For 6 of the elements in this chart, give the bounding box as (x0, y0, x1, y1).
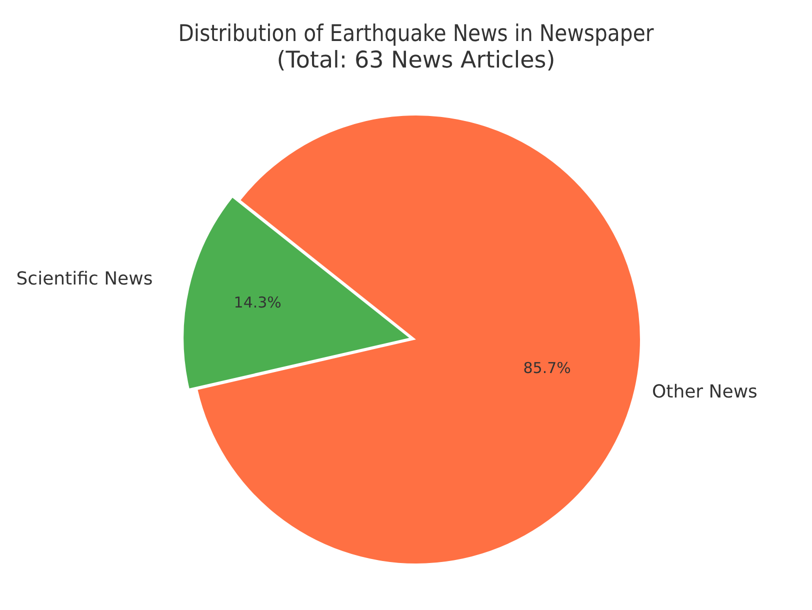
text: (Total: 63 News Articles) (276, 48, 556, 74)
slice-label: Scientific News (16, 268, 153, 290)
data-label: 85.7% (523, 358, 571, 377)
text: Distribution of Earthquake News in Newspaper (178, 21, 654, 48)
slice-label: Other News (652, 381, 758, 402)
data-label: 14.3% (234, 294, 282, 312)
